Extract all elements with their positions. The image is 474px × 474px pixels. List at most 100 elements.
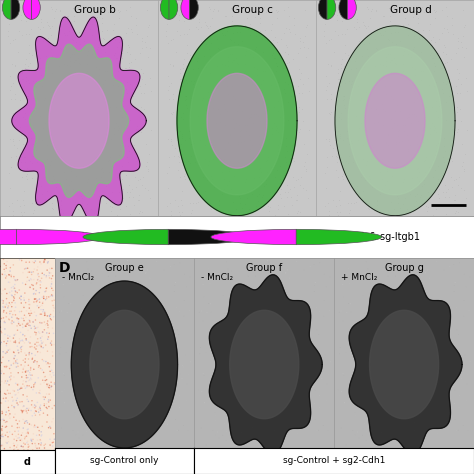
Point bbox=[21, 115, 28, 123]
Point bbox=[284, 80, 292, 87]
Point bbox=[48, 5, 55, 12]
Point bbox=[49, 39, 56, 46]
Point bbox=[1, 419, 9, 426]
Point bbox=[7, 372, 15, 380]
Point bbox=[17, 17, 25, 24]
Point bbox=[37, 407, 45, 414]
Point bbox=[262, 313, 270, 321]
Point bbox=[441, 193, 449, 201]
Point bbox=[383, 280, 391, 288]
Point bbox=[406, 274, 413, 282]
Point bbox=[49, 141, 56, 148]
Point bbox=[24, 216, 32, 224]
Point bbox=[25, 443, 33, 450]
Point bbox=[326, 137, 333, 145]
Point bbox=[214, 105, 221, 113]
Point bbox=[339, 96, 347, 104]
Point bbox=[429, 324, 437, 331]
Point bbox=[76, 5, 84, 13]
Point bbox=[435, 190, 442, 198]
Point bbox=[45, 268, 53, 276]
Point bbox=[21, 358, 29, 366]
Point bbox=[398, 385, 405, 393]
Point bbox=[321, 202, 329, 210]
Point bbox=[403, 205, 410, 213]
Point bbox=[253, 87, 260, 94]
Point bbox=[411, 192, 419, 200]
Point bbox=[96, 112, 103, 119]
Point bbox=[443, 405, 451, 412]
Point bbox=[3, 272, 10, 280]
Point bbox=[5, 9, 12, 16]
Point bbox=[1, 268, 9, 275]
Point bbox=[165, 153, 173, 160]
Point bbox=[10, 274, 18, 282]
Point bbox=[183, 49, 191, 57]
Point bbox=[277, 383, 285, 391]
Point bbox=[277, 102, 285, 109]
Point bbox=[328, 95, 335, 103]
Point bbox=[20, 407, 27, 414]
Point bbox=[37, 337, 45, 345]
Point bbox=[462, 44, 469, 51]
Point bbox=[50, 341, 58, 348]
Point bbox=[57, 307, 65, 315]
Point bbox=[47, 316, 55, 324]
Point bbox=[406, 227, 413, 234]
Point bbox=[32, 411, 39, 419]
Point bbox=[93, 13, 101, 21]
Point bbox=[343, 134, 350, 142]
Point bbox=[199, 94, 207, 101]
Point bbox=[292, 257, 300, 265]
Point bbox=[96, 304, 104, 312]
Point bbox=[183, 283, 191, 291]
Point bbox=[121, 385, 129, 393]
Point bbox=[43, 403, 50, 411]
Point bbox=[37, 319, 45, 327]
Point bbox=[230, 124, 238, 132]
Point bbox=[0, 416, 6, 423]
Point bbox=[118, 385, 126, 393]
Point bbox=[42, 296, 49, 303]
Point bbox=[247, 110, 255, 118]
Point bbox=[0, 417, 8, 424]
Point bbox=[189, 80, 197, 88]
Point bbox=[23, 405, 31, 412]
Point bbox=[176, 259, 183, 266]
Point bbox=[315, 331, 322, 338]
Point bbox=[400, 200, 407, 208]
Point bbox=[24, 62, 32, 70]
Point bbox=[457, 117, 465, 124]
Point bbox=[400, 345, 408, 353]
Point bbox=[0, 425, 5, 433]
Point bbox=[39, 328, 46, 336]
Point bbox=[78, 133, 86, 140]
Point bbox=[23, 409, 31, 417]
Point bbox=[295, 128, 302, 136]
Point bbox=[220, 75, 228, 83]
Point bbox=[56, 105, 64, 112]
Point bbox=[399, 22, 407, 29]
Point bbox=[385, 36, 393, 44]
Point bbox=[138, 45, 146, 52]
Point bbox=[36, 436, 44, 444]
Point bbox=[301, 44, 308, 51]
Point bbox=[451, 191, 459, 199]
Point bbox=[39, 298, 47, 306]
Point bbox=[29, 77, 37, 85]
Point bbox=[137, 65, 145, 73]
Point bbox=[5, 20, 12, 28]
Point bbox=[175, 11, 182, 19]
Point bbox=[90, 274, 97, 282]
Point bbox=[310, 282, 318, 289]
Point bbox=[211, 324, 219, 331]
Point bbox=[28, 401, 36, 409]
Point bbox=[370, 348, 377, 356]
Point bbox=[88, 217, 96, 225]
Point bbox=[46, 382, 53, 389]
Point bbox=[9, 397, 17, 405]
Point bbox=[61, 399, 69, 407]
Point bbox=[219, 32, 227, 39]
Point bbox=[198, 37, 205, 45]
Point bbox=[417, 191, 424, 199]
